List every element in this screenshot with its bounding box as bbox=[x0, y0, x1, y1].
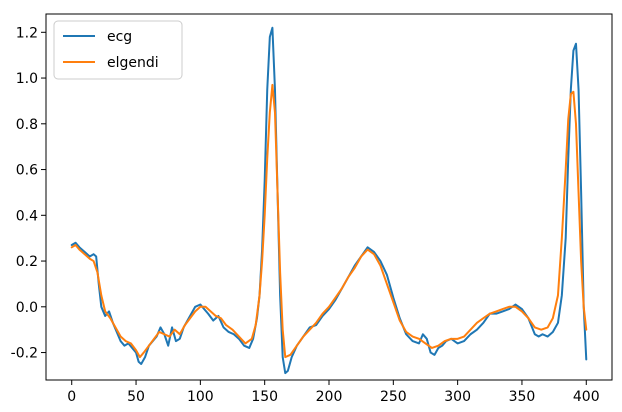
x-tick-label: 300 bbox=[444, 389, 471, 405]
y-tick-label: 0.2 bbox=[16, 254, 38, 270]
x-axis: 0 50 100 150 200 250 300 350 400 bbox=[67, 380, 600, 405]
x-tick-label: 100 bbox=[187, 389, 214, 405]
plot-lines bbox=[70, 26, 588, 375]
y-tick-label: 1.2 bbox=[16, 25, 38, 41]
y-tick-label: 0.6 bbox=[16, 163, 38, 179]
y-axis: -0.2 0.0 0.2 0.4 0.6 0.8 1.0 1.2 bbox=[11, 25, 46, 362]
x-tick-label: 200 bbox=[316, 389, 343, 405]
x-tick-label: 0 bbox=[67, 389, 76, 405]
y-tick-label: 0.0 bbox=[16, 300, 38, 316]
y-tick-label: -0.2 bbox=[11, 346, 38, 362]
x-tick-label: 150 bbox=[251, 389, 278, 405]
legend: ecg elgendi bbox=[53, 20, 183, 80]
y-tick-label: 1.0 bbox=[16, 71, 38, 87]
y-tick-label: 0.4 bbox=[16, 208, 38, 224]
legend-label-ecg: ecg bbox=[107, 29, 132, 45]
legend-label-elgendi: elgendi bbox=[107, 55, 159, 71]
x-tick-label: 50 bbox=[127, 389, 145, 405]
x-tick-label: 250 bbox=[380, 389, 407, 405]
series-line-elgendi bbox=[70, 83, 588, 359]
y-tick-label: 0.8 bbox=[16, 117, 38, 133]
series-line-ecg bbox=[70, 26, 588, 375]
x-tick-label: 400 bbox=[573, 389, 600, 405]
x-tick-label: 350 bbox=[509, 389, 536, 405]
